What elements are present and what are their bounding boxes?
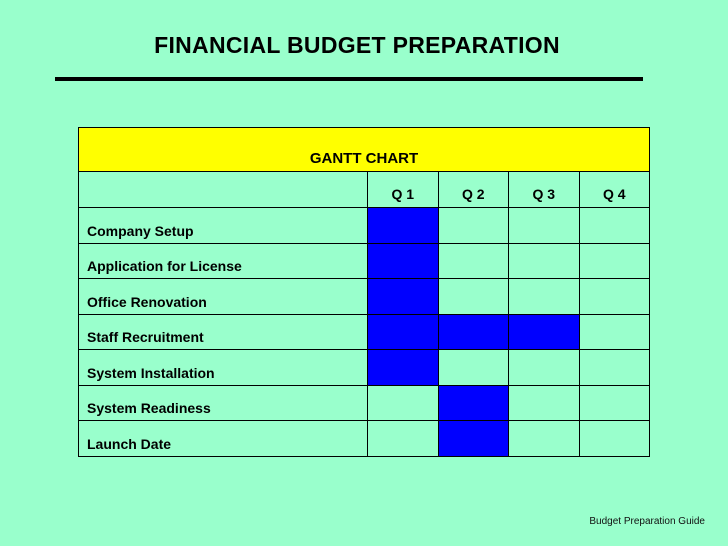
- gantt-bar-cell: [437, 313, 509, 350]
- gantt-bar-cell: [367, 278, 439, 315]
- task-row: Staff Recruitment: [78, 313, 650, 350]
- empty-cell: [578, 207, 650, 244]
- task-row: System Installation: [78, 349, 650, 386]
- gantt-bar-cell: [437, 384, 509, 421]
- empty-cell: [437, 349, 509, 386]
- empty-cell: [367, 384, 439, 421]
- empty-cell: [578, 420, 650, 457]
- task-row: System Readiness: [78, 384, 650, 421]
- task-row: Company Setup: [78, 207, 650, 244]
- task-label: System Readiness: [78, 384, 368, 421]
- empty-cell: [508, 349, 580, 386]
- title-underline: [55, 77, 643, 81]
- empty-cell: [578, 384, 650, 421]
- empty-cell: [578, 278, 650, 315]
- empty-cell: [508, 242, 580, 279]
- gantt-bar-cell: [367, 242, 439, 279]
- footer-text: Budget Preparation Guide: [589, 516, 705, 527]
- task-row: Application for License: [78, 242, 650, 279]
- gantt-title: GANTT CHART: [78, 127, 650, 172]
- empty-cell: [508, 384, 580, 421]
- quarter-header-4: Q 4: [578, 171, 650, 208]
- slide-title: FINANCIAL BUDGET PREPARATION: [154, 32, 560, 58]
- empty-cell: [437, 242, 509, 279]
- task-label: Application for License: [78, 242, 368, 279]
- gantt-bar-cell: [508, 313, 580, 350]
- task-label: Company Setup: [78, 207, 368, 244]
- gantt-bar-cell: [367, 207, 439, 244]
- empty-cell: [508, 207, 580, 244]
- task-row: Office Renovation: [78, 278, 650, 315]
- empty-cell: [578, 313, 650, 350]
- quarter-header-3: Q 3: [508, 171, 580, 208]
- task-label: System Installation: [78, 349, 368, 386]
- empty-cell: [508, 420, 580, 457]
- quarter-header-1: Q 1: [367, 171, 439, 208]
- gantt-bar-cell: [367, 349, 439, 386]
- task-label: Launch Date: [78, 420, 368, 457]
- empty-cell: [578, 349, 650, 386]
- gantt-bar-cell: [367, 313, 439, 350]
- empty-cell: [367, 420, 439, 457]
- gantt-bar-cell: [437, 420, 509, 457]
- task-row: Launch Date: [78, 420, 650, 457]
- quarter-header-2: Q 2: [437, 171, 509, 208]
- header-empty-cell: [78, 171, 368, 208]
- task-label: Office Renovation: [78, 278, 368, 315]
- empty-cell: [578, 242, 650, 279]
- empty-cell: [437, 207, 509, 244]
- empty-cell: [508, 278, 580, 315]
- task-label: Staff Recruitment: [78, 313, 368, 350]
- empty-cell: [437, 278, 509, 315]
